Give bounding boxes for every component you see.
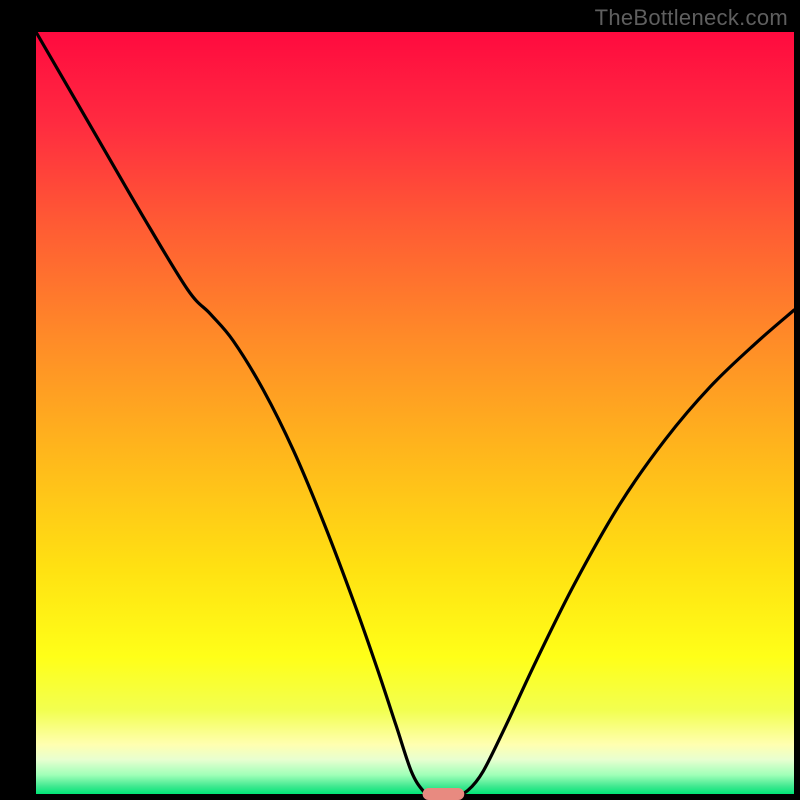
bottleneck-chart [0,0,800,800]
watermark-text: TheBottleneck.com [595,5,788,31]
chart-background [36,32,794,794]
optimal-marker [423,788,465,800]
